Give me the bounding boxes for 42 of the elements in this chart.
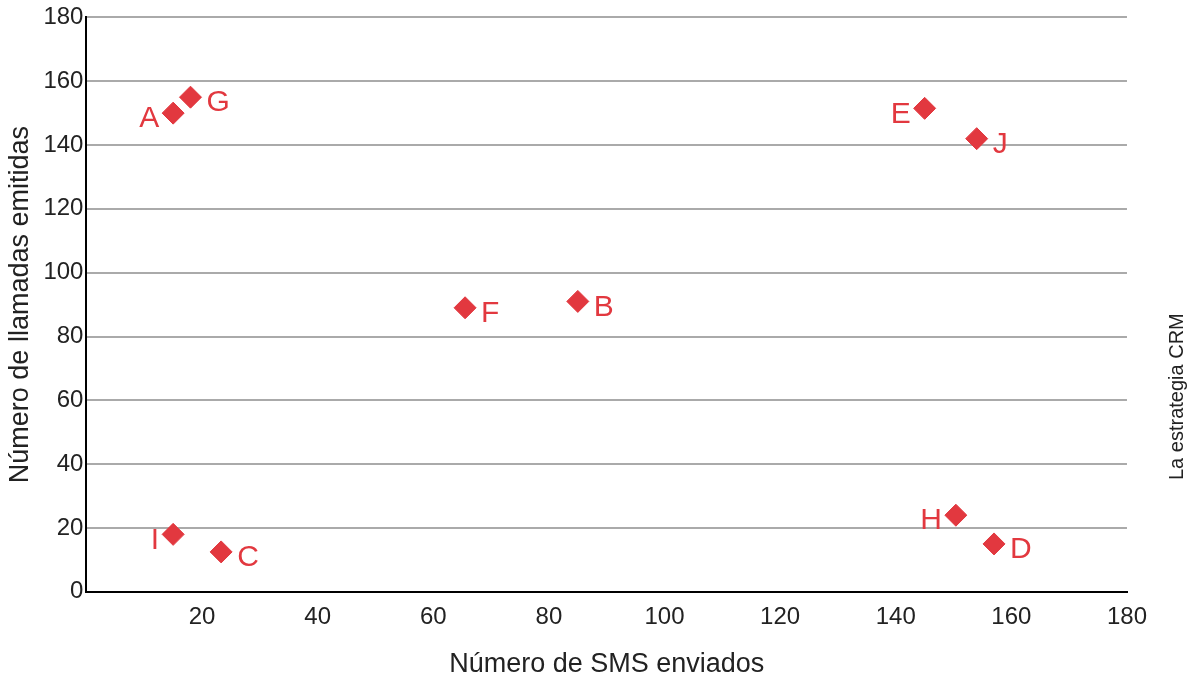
point bbox=[179, 85, 202, 109]
x-tick-label: 20 bbox=[188, 601, 216, 629]
x-tick-label: 60 bbox=[419, 601, 447, 629]
x-tick-label: 120 bbox=[760, 601, 801, 629]
x-tick-label: 160 bbox=[991, 601, 1032, 629]
point bbox=[209, 540, 233, 564]
point bbox=[566, 289, 590, 313]
annotation: D bbox=[1010, 531, 1032, 565]
x-tick-label: 180 bbox=[1106, 601, 1147, 629]
y-tick-label: 100 bbox=[43, 257, 84, 285]
point bbox=[161, 522, 185, 546]
point bbox=[453, 296, 477, 320]
point bbox=[965, 127, 989, 151]
annotation: A bbox=[139, 100, 160, 134]
annotation: J bbox=[992, 125, 1008, 159]
y-tick-label: 80 bbox=[56, 321, 84, 349]
point bbox=[913, 96, 937, 120]
y-tick-label: 120 bbox=[43, 193, 84, 221]
y-tick-label: 40 bbox=[56, 448, 84, 476]
annotation: B bbox=[593, 288, 614, 322]
x-tick-label: 80 bbox=[535, 601, 563, 629]
annotation: H bbox=[920, 502, 942, 536]
y-tick-label: 160 bbox=[43, 65, 84, 93]
text: La estrategia CRM bbox=[1165, 313, 1188, 480]
annotation: F bbox=[481, 295, 500, 329]
annotation: G bbox=[206, 84, 230, 118]
y-tick-label: 0 bbox=[70, 576, 84, 604]
annotation: C bbox=[237, 539, 259, 573]
point bbox=[161, 101, 185, 125]
x-tick-label: 100 bbox=[644, 601, 685, 629]
y-tick-label: 140 bbox=[43, 129, 84, 157]
x-tick-label: 40 bbox=[304, 601, 332, 629]
point bbox=[944, 503, 968, 527]
x-axis-title: Número de SMS enviados bbox=[449, 648, 765, 679]
y-tick-label: 180 bbox=[43, 2, 84, 30]
y-tick-label: 60 bbox=[56, 384, 84, 412]
y-axis-title: Número de llamadas emitidas bbox=[3, 126, 34, 484]
point bbox=[982, 532, 1006, 556]
annotation: I bbox=[150, 521, 160, 555]
y-tick-label: 20 bbox=[56, 512, 84, 540]
x-tick-label: 140 bbox=[875, 601, 916, 629]
annotation: E bbox=[890, 95, 911, 129]
